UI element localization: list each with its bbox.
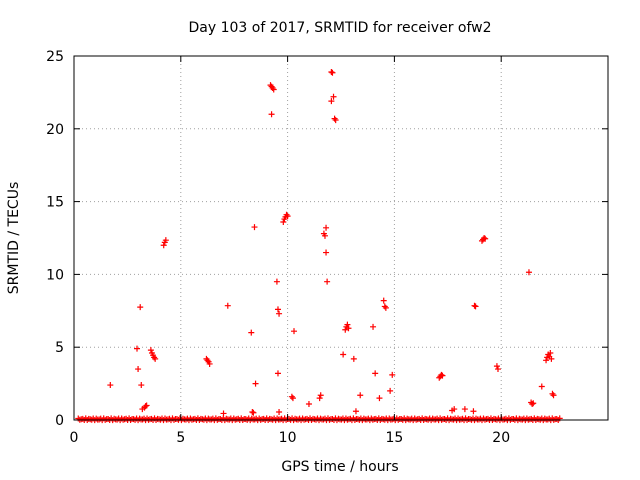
data-point [137,304,144,311]
data-point [372,370,379,377]
x-tick-label: 10 [279,430,297,446]
data-point [340,351,347,358]
data-point [206,360,213,367]
data-point [493,363,500,370]
data-point [135,366,142,373]
axis-ticks: 0 5 10 15 20 0 5 10 15 20 25 [46,49,608,446]
data-point [251,224,258,231]
y-axis-label: SRMTID / TECUs [6,182,22,295]
data-point [270,86,277,93]
data-point [380,297,387,304]
y-tick-label: 20 [46,122,64,138]
data-point [134,345,141,352]
x-tick-label: 0 [70,430,79,446]
data-point [344,321,351,328]
data-point [147,347,154,354]
data-point [289,395,296,402]
data-point [376,395,383,402]
data-point [220,410,227,417]
y-tick-label: 25 [46,49,64,65]
data-point [382,304,389,311]
data-point [305,400,312,407]
data-point [547,350,554,357]
data-point [345,325,352,332]
y-tick-label: 15 [46,195,64,211]
y-tick-label: 5 [55,340,64,356]
data-point [280,218,287,225]
data-point [461,406,468,413]
data-point [548,355,555,362]
data-point [284,213,291,220]
data-point [142,403,149,410]
data-point [324,278,331,285]
data-point [224,302,231,309]
data-point [332,117,339,124]
y-tick-label: 10 [46,267,64,283]
data-point [152,355,159,362]
data-point [370,323,377,330]
data-point [321,232,328,239]
data-point [543,357,550,364]
data-point [471,302,478,309]
data-point [323,224,330,231]
data-point [143,402,150,409]
data-point [138,382,145,389]
data-point [530,400,537,407]
data-point [329,69,336,76]
data-point [525,269,532,276]
data-point [451,406,458,413]
data-point [162,237,169,244]
data-point [316,395,323,402]
data-point [470,408,477,415]
data-point [317,392,324,399]
data-point [438,371,445,378]
data-point [350,355,357,362]
data-point [250,409,257,416]
data-point [538,383,545,390]
data-point [439,372,446,379]
data-point [472,303,479,310]
data-point [328,98,335,105]
data-point [268,111,275,118]
data-point [482,235,489,242]
data-point [276,310,283,317]
data-point [328,69,335,76]
data-point [252,380,259,387]
x-tick-label: 20 [492,430,510,446]
data-point [160,242,167,249]
data-point [357,392,364,399]
data-point [529,400,536,407]
data-point [323,249,330,256]
data-point [249,408,256,415]
data-point [273,278,280,285]
data-point [330,93,337,100]
data-point [107,382,114,389]
data-point [389,371,396,378]
x-axis-label: GPS time / hours [281,459,398,475]
data-point [352,408,359,415]
data-point [248,329,255,336]
grid-lines [74,56,608,420]
chart-title: Day 103 of 2017, SRMTID for receiver ofw… [188,20,491,36]
data-point [342,326,349,333]
data-point [276,408,283,415]
data-point [550,392,557,399]
plot-frame [73,55,609,421]
data-point [481,235,488,241]
data-point [274,306,281,313]
data-point [291,328,298,335]
x-tick-label: 5 [176,430,185,446]
data-point [274,370,281,377]
data-point [387,387,394,394]
y-tick-label: 0 [55,413,64,429]
data-point [494,366,501,373]
x-tick-label: 15 [385,430,403,446]
